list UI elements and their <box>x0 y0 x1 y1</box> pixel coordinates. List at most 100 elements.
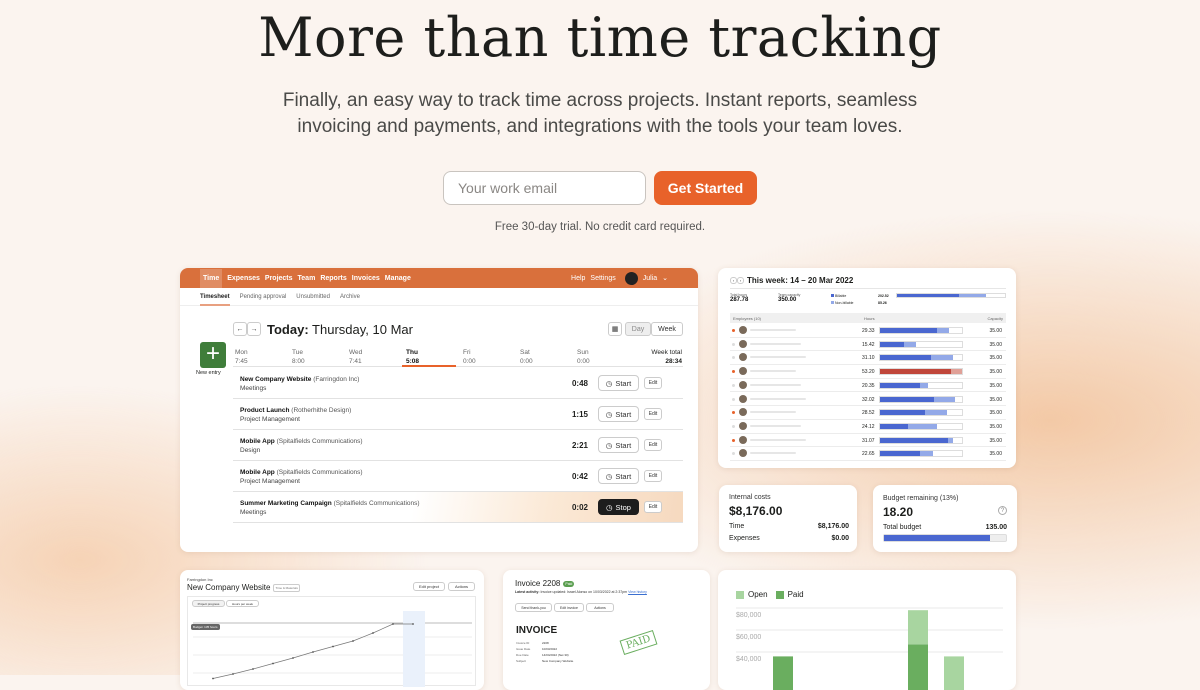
entry-client: (Spitalfields Communications) <box>333 500 420 507</box>
day-tue[interactable]: Tue 8:00 <box>292 348 305 366</box>
col-employees[interactable]: Employees (10) <box>733 316 762 321</box>
project-client: Farringdon Inc <box>187 577 213 582</box>
time-entry: Product Launch (Rotherhithe Design) Proje… <box>233 399 683 430</box>
employee-row[interactable]: 28.52 35.00 <box>730 406 1006 420</box>
invoice-card: Invoice 2208 Paid Latest activity: Invoic… <box>503 570 710 690</box>
employee-row[interactable]: 53.20 35.00 <box>730 365 1006 379</box>
latest-activity: Latest activity: Invoice updated: Israel… <box>515 590 647 594</box>
day-mon[interactable]: Mon 7:45 <box>235 348 248 366</box>
project-actions-button[interactable]: Actions <box>448 582 475 591</box>
entry-task: Meetings <box>240 509 267 516</box>
project-type-badge: Time & Materials <box>273 583 300 592</box>
edit-entry-button[interactable]: Edit <box>644 408 662 420</box>
stop-timer-button[interactable]: ◷ Stop <box>598 499 639 515</box>
date-nav: ← → <box>233 322 261 336</box>
employee-name-placeholder <box>750 397 806 400</box>
employee-row[interactable]: 31.07 35.00 <box>730 434 1006 448</box>
help-link[interactable]: Help <box>571 274 586 282</box>
employee-row[interactable]: 20.35 35.00 <box>730 379 1006 393</box>
edit-entry-button[interactable]: Edit <box>644 377 662 389</box>
employee-capacity: 35.00 <box>989 423 1002 430</box>
edit-project-button[interactable]: Edit project <box>413 582 445 591</box>
subnav-pending-approval[interactable]: Pending approval <box>239 293 287 300</box>
clock-icon: ◷ <box>605 409 613 419</box>
edit-entry-button[interactable]: Edit <box>644 470 662 482</box>
time-value: $8,176.00 <box>817 523 849 530</box>
employee-hours: 22.65 <box>862 451 875 458</box>
day-name: Sun <box>577 349 589 356</box>
prev-arrow-icon[interactable]: ← <box>233 322 247 336</box>
next-week-icon[interactable]: › <box>737 277 744 284</box>
invoice-actions-button[interactable]: Actions <box>586 603 614 612</box>
employee-hours: 53.20 <box>862 369 875 376</box>
day-sun[interactable]: Sun 0:00 <box>577 348 590 366</box>
start-timer-button[interactable]: ◷ Start <box>598 468 639 484</box>
billable-segment <box>880 437 949 443</box>
employee-row[interactable]: 22.65 35.00 <box>730 447 1006 461</box>
edit-entry-button[interactable]: Edit <box>644 501 662 513</box>
subnav-unsubmitted[interactable]: Unsubmitted <box>296 293 330 300</box>
settings-link[interactable]: Settings <box>590 274 616 282</box>
employee-row[interactable]: 32.02 35.00 <box>730 393 1006 407</box>
employee-row[interactable]: 24.12 35.00 <box>730 420 1006 434</box>
edit-invoice-button[interactable]: Edit invoice <box>554 603 584 612</box>
nav-invoices[interactable]: Invoices <box>351 274 380 282</box>
paid-badge: Paid <box>563 580 575 587</box>
entry-client: (Rotherhithe Design) <box>291 407 352 414</box>
edit-entry-button[interactable]: Edit <box>644 439 662 451</box>
day-fri[interactable]: Fri 0:00 <box>463 348 476 366</box>
day-sat[interactable]: Sat 0:00 <box>520 348 533 366</box>
avatar <box>739 367 747 376</box>
calendar-icon[interactable]: ▦ <box>608 322 622 336</box>
day-view-button[interactable]: Day <box>625 322 651 336</box>
y-tick-label: $80,000 <box>736 612 761 619</box>
avatar <box>739 394 747 403</box>
start-timer-button[interactable]: ◷ Start <box>598 406 639 422</box>
subnav-timesheet[interactable]: Timesheet <box>200 288 230 306</box>
nav-time[interactable]: Time <box>200 268 223 288</box>
tab-project-progress[interactable]: Project progress <box>192 600 225 607</box>
view-history-link[interactable]: View history <box>628 590 647 594</box>
entry-task: Project Management <box>240 478 300 485</box>
help-icon[interactable]: ? <box>998 506 1007 515</box>
col-capacity: Capacity <box>987 316 1003 321</box>
user-menu[interactable]: Julia <box>642 274 658 282</box>
progress-chart: Project progress Hours per week Budget: … <box>187 596 476 687</box>
nav-expenses[interactable]: Expenses <box>227 274 260 282</box>
billable-segment <box>880 382 921 388</box>
email-input[interactable] <box>443 171 646 205</box>
nav-reports[interactable]: Reports <box>320 274 347 282</box>
billable-value: 202.52 <box>878 294 889 298</box>
invoice-chart-card: Open Paid $80,000 $60,000 $40,000 <box>718 570 1016 690</box>
employee-capacity-bar <box>879 381 963 389</box>
week-total-value: 28:34 <box>665 358 682 365</box>
day-wed[interactable]: Wed 7:41 <box>349 348 362 366</box>
nav-projects[interactable]: Projects <box>264 274 293 282</box>
week-view-button[interactable]: Week <box>651 322 683 336</box>
get-started-button[interactable]: Get Started <box>654 171 757 205</box>
day-thu[interactable]: Thu 5:08 <box>406 348 419 366</box>
employee-row[interactable]: 31.10 35.00 <box>730 351 1006 366</box>
avatar[interactable] <box>624 271 638 285</box>
send-thank-you-button[interactable]: Send thank-you <box>515 603 552 612</box>
invoice-field: Due Date 14/04/2022 (Net 30) <box>516 652 573 658</box>
chevron-down-icon[interactable]: ⌄ <box>662 275 668 282</box>
nav-manage[interactable]: Manage <box>384 274 411 282</box>
start-timer-button[interactable]: ◷ Start <box>598 437 639 453</box>
prev-week-icon[interactable]: ‹ <box>730 277 737 284</box>
employee-row[interactable]: 29.33 35.00 <box>730 324 1006 338</box>
progress-point <box>392 623 394 625</box>
new-entry-button[interactable]: + <box>200 342 226 368</box>
tab-hours-per-week[interactable]: Hours per week <box>226 600 259 607</box>
next-arrow-icon[interactable]: → <box>247 322 261 336</box>
expenses-value: $0.00 <box>831 535 849 542</box>
billable-segment <box>880 328 938 333</box>
employee-row[interactable]: 15.42 35.00 <box>730 338 1006 352</box>
subnav-archive[interactable]: Archive <box>339 293 360 300</box>
budget-value: 18.20 <box>883 505 914 519</box>
week-title: This week: 14 – 20 Mar 2022 <box>747 276 854 285</box>
nav-team[interactable]: Team <box>297 274 316 282</box>
employee-hours: 24.12 <box>862 423 875 430</box>
start-timer-button[interactable]: ◷ Start <box>598 375 639 391</box>
entry-task: Project Management <box>240 416 300 423</box>
